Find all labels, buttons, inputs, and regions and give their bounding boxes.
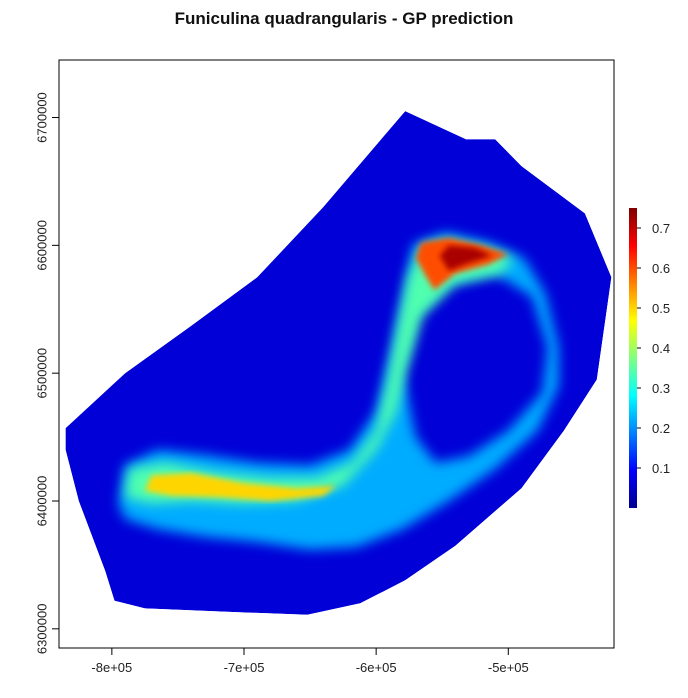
colorbar (629, 208, 637, 508)
y-tick-label: 6500000 (34, 348, 49, 399)
y-tick-label: 6400000 (34, 476, 49, 527)
plot-frame (58, 59, 615, 649)
x-tick-label: -5e+05 (488, 660, 529, 675)
colorbar-tick-label: 0.1 (652, 461, 670, 476)
colorbar-tick-label: 0.3 (652, 381, 670, 396)
y-tick-label: 6600000 (34, 220, 49, 271)
heatmap-region-band-inner (402, 273, 548, 463)
colorbar-tick-label: 0.2 (652, 421, 670, 436)
heatmap-region-band-upper (125, 240, 514, 504)
y-tick-label: 6700000 (34, 92, 49, 143)
colorbar-tick-label: 0.4 (652, 341, 670, 356)
x-tick-label: -6e+05 (356, 660, 397, 675)
heatmap-region-hot-core (439, 245, 493, 271)
colorbar-tick-label: 0.5 (652, 301, 670, 316)
x-tick-label: -8e+05 (91, 660, 132, 675)
colorbar-tick-label: 0.6 (652, 261, 670, 276)
y-tick-label: 6300000 (34, 604, 49, 655)
colorbar-tick-label: 0.7 (652, 221, 670, 236)
chart-title: Funiculina quadrangularis - GP predictio… (174, 9, 514, 28)
heatmap-region-yellow (144, 472, 337, 501)
x-tick-label: -7e+05 (224, 660, 265, 675)
